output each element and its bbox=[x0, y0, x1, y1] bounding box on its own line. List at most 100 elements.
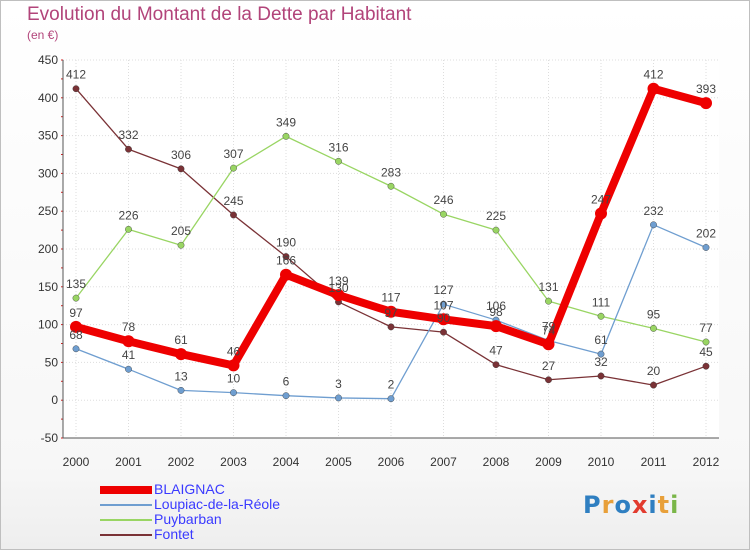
y-tick-label: 350 bbox=[38, 129, 58, 143]
data-label: 245 bbox=[223, 194, 243, 208]
data-point bbox=[647, 82, 660, 95]
logo-letter: i bbox=[670, 491, 680, 519]
data-point bbox=[282, 392, 290, 400]
y-tick-label: 300 bbox=[38, 166, 58, 180]
data-point bbox=[387, 182, 395, 190]
data-point bbox=[440, 210, 447, 218]
data-point bbox=[437, 313, 450, 326]
legend-swatch bbox=[100, 533, 152, 536]
legend-item: Fontet bbox=[100, 527, 280, 542]
data-label: 47 bbox=[489, 344, 503, 358]
legend-item: Loupiac-de-la-Réole bbox=[100, 497, 280, 512]
chart-subtitle: (en €) bbox=[27, 28, 59, 42]
data-label: 205 bbox=[171, 224, 191, 238]
x-tick-label: 2001 bbox=[115, 455, 142, 469]
data-label: 20 bbox=[647, 364, 661, 378]
data-point bbox=[125, 365, 132, 373]
data-label: 190 bbox=[276, 236, 296, 250]
legend-label: Loupiac-de-la-Réole bbox=[154, 496, 281, 512]
data-label: 106 bbox=[486, 299, 506, 313]
legend-swatch bbox=[100, 503, 152, 506]
data-label: 2 bbox=[388, 378, 395, 392]
y-tick-label: 250 bbox=[38, 204, 58, 218]
data-point bbox=[280, 268, 292, 281]
data-point bbox=[702, 244, 710, 251]
data-label: 77 bbox=[699, 321, 713, 335]
data-label: 98 bbox=[489, 305, 503, 319]
legend-swatch bbox=[100, 518, 152, 521]
legend-label: Puybarban bbox=[154, 511, 222, 527]
data-label: 117 bbox=[381, 291, 400, 305]
x-tick-label: 2006 bbox=[378, 455, 405, 469]
data-label: 45 bbox=[699, 345, 713, 359]
x-tick-label: 2012 bbox=[693, 455, 720, 469]
data-point bbox=[387, 323, 395, 331]
legend-label: BLAIGNAC bbox=[154, 481, 225, 497]
logo-letter: P bbox=[583, 491, 602, 519]
data-label: 306 bbox=[171, 148, 191, 162]
data-label: 27 bbox=[542, 359, 556, 373]
legend-swatch bbox=[100, 485, 152, 494]
data-label: 90 bbox=[437, 311, 451, 325]
data-point bbox=[490, 320, 502, 333]
data-label: 412 bbox=[66, 68, 86, 82]
legend-item: BLAIGNAC bbox=[100, 482, 280, 497]
data-point bbox=[227, 359, 240, 372]
logo-letter: x bbox=[631, 491, 649, 519]
data-label: 332 bbox=[118, 128, 138, 142]
data-point bbox=[125, 145, 132, 153]
data-point bbox=[230, 164, 237, 172]
data-label: 32 bbox=[594, 355, 608, 369]
x-tick-label: 2008 bbox=[483, 455, 510, 469]
data-label: 78 bbox=[122, 320, 136, 334]
series-puybarban bbox=[72, 132, 710, 346]
data-point bbox=[175, 348, 187, 361]
data-label: 97 bbox=[69, 306, 83, 320]
x-tick-label: 2003 bbox=[220, 455, 247, 469]
x-tick-label: 2011 bbox=[641, 455, 667, 469]
data-label: 13 bbox=[174, 369, 188, 383]
data-label: 107 bbox=[433, 298, 453, 312]
series-loupiac-de-la-r-ole bbox=[72, 221, 710, 403]
data-point bbox=[440, 300, 447, 308]
y-tick-label: 100 bbox=[38, 318, 58, 332]
data-point bbox=[492, 361, 500, 369]
data-label: 10 bbox=[227, 372, 241, 386]
data-label: 127 bbox=[433, 283, 453, 297]
data-point bbox=[702, 362, 710, 370]
data-point bbox=[332, 289, 345, 302]
data-label: 139 bbox=[328, 274, 348, 288]
data-point bbox=[72, 345, 80, 353]
data-point bbox=[650, 324, 657, 332]
legend-label: Fontet bbox=[154, 526, 194, 542]
data-label: 68 bbox=[69, 328, 83, 342]
x-tick-label: 2000 bbox=[63, 455, 90, 469]
data-point bbox=[542, 338, 555, 351]
y-tick-label: 200 bbox=[38, 242, 58, 256]
data-point bbox=[125, 225, 132, 233]
data-label: 307 bbox=[223, 147, 243, 161]
data-point bbox=[177, 165, 185, 173]
data-label: 74 bbox=[542, 323, 556, 337]
data-point bbox=[440, 328, 447, 336]
data-label: 3 bbox=[335, 377, 342, 391]
proxiti-logo: Proxiti bbox=[583, 491, 679, 519]
chart-title: Evolution du Montant de la Dette par Hab… bbox=[27, 4, 412, 25]
logo-letter: o bbox=[614, 491, 632, 519]
data-label: 393 bbox=[696, 82, 716, 96]
data-label: 95 bbox=[647, 307, 661, 321]
data-point bbox=[177, 241, 185, 249]
data-point bbox=[650, 221, 657, 229]
data-point bbox=[230, 389, 237, 397]
data-label: 131 bbox=[538, 280, 558, 294]
data-point bbox=[700, 97, 712, 110]
y-tick-label: -50 bbox=[41, 431, 59, 445]
data-point bbox=[282, 132, 290, 140]
data-label: 166 bbox=[276, 254, 296, 268]
series-fontet bbox=[72, 85, 710, 389]
x-tick-label: 2004 bbox=[273, 455, 300, 469]
data-label: 61 bbox=[594, 333, 608, 347]
data-label: 283 bbox=[381, 165, 401, 179]
data-point bbox=[492, 226, 500, 234]
